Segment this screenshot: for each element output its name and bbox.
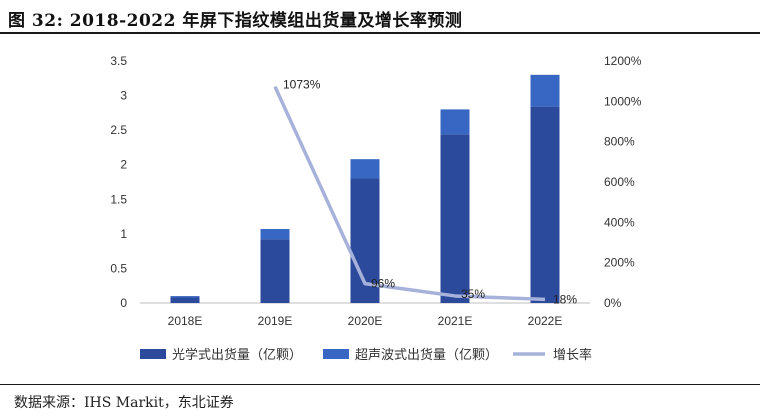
x-tick-label: 2020E xyxy=(348,314,383,328)
bar-ultrasonic xyxy=(530,74,560,107)
title-bar: 图 32: 2018-2022 年屏下指纹模组出货量及增长率预测 xyxy=(0,0,760,34)
bar-optical xyxy=(260,239,290,303)
bar-optical xyxy=(440,134,470,303)
growth-data-label: 35% xyxy=(461,287,485,301)
figure-title: 图 32: 2018-2022 年屏下指纹模组出货量及增长率预测 xyxy=(8,11,463,31)
source-note: 数据来源：IHS Markit，东北证券 xyxy=(14,395,234,411)
bar-ultrasonic xyxy=(440,109,470,135)
bar-ultrasonic xyxy=(350,159,380,179)
y-left-tick-label: 1 xyxy=(120,227,127,241)
x-tick-label: 2021E xyxy=(438,314,473,328)
growth-line xyxy=(273,85,546,302)
y-right-tick-label: 1200% xyxy=(604,54,642,68)
y-right-tick-label: 600% xyxy=(604,175,635,189)
y-left-tick-label: 3.5 xyxy=(110,54,127,68)
y-left-tick-label: 0 xyxy=(120,296,127,310)
legend-label: 增长率 xyxy=(553,347,592,362)
legend-swatch xyxy=(323,349,349,359)
y-right-tick-label: 800% xyxy=(604,135,635,149)
growth-data-label: 96% xyxy=(371,277,395,291)
y-right-tick-label: 0% xyxy=(604,296,622,310)
y-left-tick-label: 1.5 xyxy=(110,192,127,206)
bar-ultrasonic xyxy=(170,296,200,298)
y-right-tick-label: 400% xyxy=(604,215,635,229)
y-left-tick-label: 2.5 xyxy=(110,123,127,137)
x-tick-label: 2022E xyxy=(528,314,563,328)
legend-label: 光学式出货量（亿颗） xyxy=(172,347,302,362)
footer-rule xyxy=(0,384,760,385)
bar-ultrasonic xyxy=(260,229,290,240)
y-right-tick-label: 1000% xyxy=(604,94,642,108)
y-right-tick-label: 200% xyxy=(604,256,635,270)
y-left-tick-label: 2 xyxy=(120,158,127,172)
growth-data-label: 1073% xyxy=(283,78,321,92)
x-tick-label: 2019E xyxy=(258,314,293,328)
chart: 0 0.5 1 1.5 2 2.5 3 3.5 0% 200% 400% 600% 800% 1000% 1… xyxy=(110,54,642,362)
growth-data-label: 18% xyxy=(553,292,577,306)
legend-label: 超声波式出货量（亿颗） xyxy=(355,347,498,362)
legend-swatch xyxy=(140,349,166,359)
bar-optical xyxy=(530,106,560,304)
bar-optical xyxy=(170,297,200,303)
y-left-tick-label: 3 xyxy=(120,89,127,103)
y-left-tick-label: 0.5 xyxy=(110,261,127,275)
x-tick-label: 2018E xyxy=(168,314,203,328)
